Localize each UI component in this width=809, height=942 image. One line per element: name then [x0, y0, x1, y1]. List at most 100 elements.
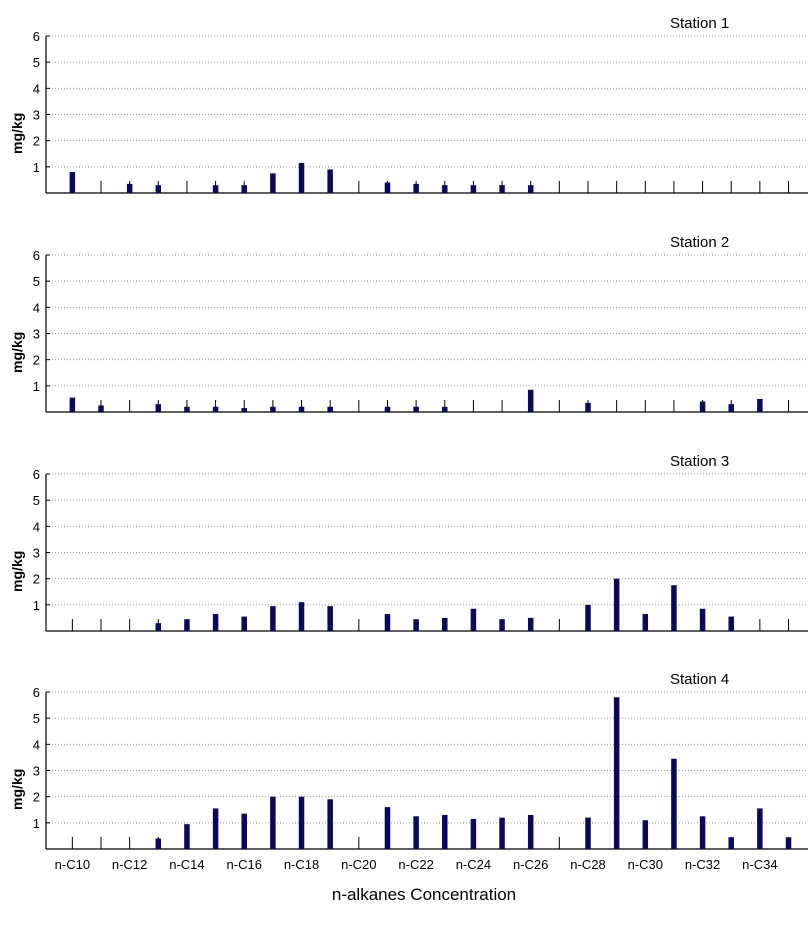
bar-n-C12	[126, 183, 133, 193]
bar-n-C23	[442, 617, 448, 631]
x-tick-label: n-C12	[112, 857, 147, 872]
bar-n-C32	[699, 608, 706, 631]
y-tick-label: 5	[33, 274, 40, 289]
bar-n-C16	[241, 813, 247, 849]
y-tick-label: 1	[33, 379, 40, 394]
bar-n-C22	[413, 816, 419, 849]
bar-n-C15	[212, 406, 219, 412]
bar-n-C18	[298, 602, 305, 631]
y-tick-label: 4	[33, 81, 40, 96]
x-axis-title: n-alkanes Concentration	[332, 885, 516, 904]
bar-n-C23	[442, 814, 448, 849]
y-tick-label: 4	[33, 519, 40, 534]
bar-n-C25	[499, 619, 505, 631]
bar-n-C19	[327, 799, 333, 849]
bar-n-C22	[413, 619, 419, 631]
y-tick-label: 2	[33, 353, 40, 368]
x-tick-label: n-C20	[341, 857, 376, 872]
y-tick-label: 3	[33, 327, 40, 342]
bar-n-C17	[270, 406, 276, 412]
bar-n-C31	[671, 758, 677, 849]
bar-n-C16	[241, 185, 247, 193]
bar-n-C17	[270, 606, 276, 631]
bar-n-C18	[298, 162, 305, 193]
bar-n-C13	[155, 838, 162, 849]
y-tick-label: 4	[33, 300, 40, 315]
panel-title: Station 3	[670, 453, 729, 470]
bar-n-C31	[671, 585, 677, 631]
y-tick-label: 2	[33, 790, 40, 805]
bar-n-C15	[212, 808, 219, 849]
bar-n-C28	[585, 402, 591, 412]
y-tick-label: 5	[33, 55, 40, 70]
bar-n-C25	[499, 817, 505, 849]
y-axis-label: mg/kg	[9, 113, 25, 154]
bar-n-C29	[613, 697, 620, 849]
bar-n-C23	[442, 185, 448, 193]
bar-n-C11	[98, 405, 104, 412]
y-tick-label: 3	[33, 764, 40, 779]
bar-n-C21	[384, 807, 391, 849]
panel-title: Station 2	[670, 234, 729, 251]
x-tick-label: n-C28	[570, 857, 605, 872]
bar-n-C17	[270, 796, 276, 849]
bar-n-C30	[642, 820, 649, 849]
bar-n-C18	[298, 796, 305, 849]
bar-n-C16	[241, 408, 247, 412]
bar-n-C13	[155, 185, 162, 193]
x-tick-label: n-C10	[55, 857, 90, 872]
y-tick-label: 3	[33, 108, 40, 123]
bar-n-C14	[184, 619, 190, 631]
bar-n-C21	[384, 613, 391, 631]
y-axis-label: mg/kg	[9, 769, 25, 810]
bar-n-C24	[470, 185, 477, 193]
x-tick-label: n-C16	[227, 857, 262, 872]
bar-n-C10	[69, 397, 76, 412]
bar-n-C32	[699, 401, 706, 412]
y-tick-label: 5	[33, 711, 40, 726]
bar-n-C21	[384, 182, 391, 193]
bar-n-C22	[413, 183, 419, 193]
panel-title: Station 4	[670, 671, 729, 688]
bar-n-C33	[728, 616, 734, 631]
y-axis-label: mg/kg	[9, 551, 25, 592]
y-tick-label: 4	[33, 737, 40, 752]
bar-n-C28	[585, 604, 591, 631]
y-tick-label: 6	[33, 248, 40, 263]
x-tick-label: n-C18	[284, 857, 319, 872]
bar-n-C33	[728, 837, 734, 849]
y-tick-label: 1	[33, 598, 40, 613]
y-tick-label: 6	[33, 685, 40, 700]
y-tick-label: 3	[33, 546, 40, 561]
bar-n-C19	[327, 169, 333, 193]
bar-n-C18	[298, 406, 305, 412]
bar-n-C15	[212, 613, 219, 631]
bar-n-C33	[728, 404, 734, 412]
bar-n-C24	[470, 608, 477, 631]
bar-n-C22	[413, 406, 419, 412]
y-tick-label: 2	[33, 572, 40, 587]
bar-n-C32	[699, 816, 706, 849]
bar-n-C35	[785, 837, 792, 849]
bar-n-C29	[613, 578, 620, 631]
bar-n-C23	[442, 406, 448, 412]
bar-n-C26	[527, 389, 534, 412]
bar-n-C19	[327, 606, 333, 631]
y-tick-label: 1	[33, 160, 40, 175]
bar-n-C14	[184, 824, 190, 849]
x-tick-label: n-C34	[742, 857, 777, 872]
bar-n-C30	[642, 613, 649, 631]
bar-n-C26	[527, 185, 534, 193]
y-tick-label: 6	[33, 467, 40, 482]
bar-n-C26	[527, 617, 534, 631]
x-tick-label: n-C26	[513, 857, 548, 872]
y-tick-label: 1	[33, 816, 40, 831]
y-tick-label: 6	[33, 29, 40, 44]
x-tick-label: n-C30	[628, 857, 663, 872]
bar-n-C10	[69, 172, 76, 193]
bar-n-C34	[757, 808, 763, 849]
bar-n-C16	[241, 616, 247, 631]
bar-n-C13	[155, 404, 162, 412]
